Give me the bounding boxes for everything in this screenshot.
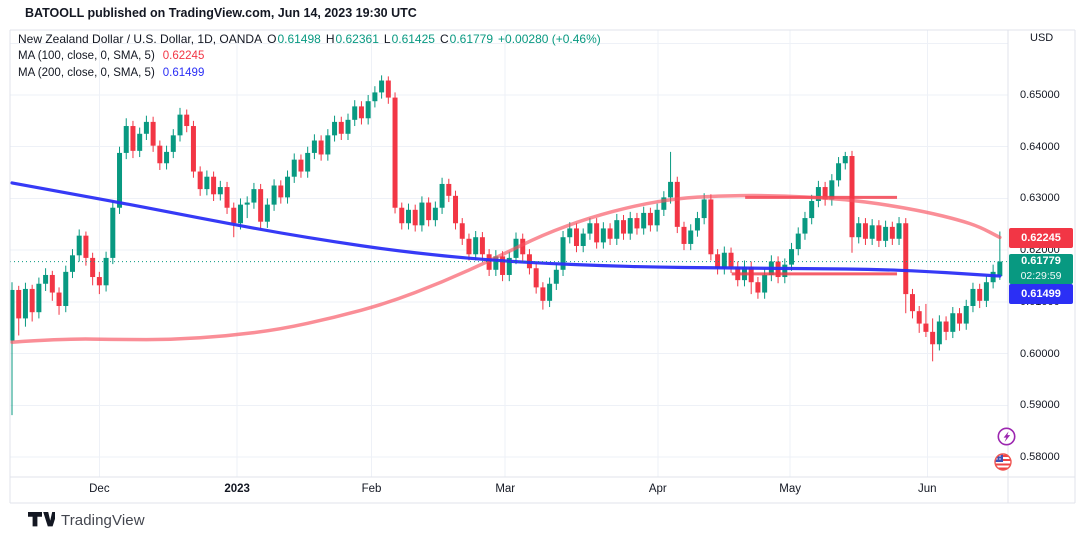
ma200-price-badge: 0.61499 bbox=[1009, 284, 1073, 304]
bar-countdown: 02:29:59 bbox=[1020, 270, 1062, 282]
lightning-event-icon[interactable] bbox=[995, 425, 1019, 449]
time-axis-label: May bbox=[779, 483, 802, 495]
time-axis-label: Jun bbox=[917, 483, 937, 495]
time-axis-label: Mar bbox=[495, 483, 516, 495]
price-tick-label: 0.64000 bbox=[1020, 140, 1060, 153]
ma200-label: MA (200, close, 0, SMA, 5) bbox=[18, 66, 155, 79]
tradingview-logo-text: TradingView bbox=[61, 511, 145, 529]
price-tick-label: 0.60000 bbox=[1020, 347, 1060, 360]
price-tick-label: 0.65000 bbox=[1020, 89, 1060, 101]
price-axis-unit-label: USD bbox=[1030, 32, 1054, 44]
legend-symbol-row[interactable]: New Zealand Dollar / U.S. Dollar, 1D, OA… bbox=[18, 30, 601, 47]
price-tick-label: 0.63000 bbox=[1020, 192, 1060, 205]
last-price-value: 0.61779 bbox=[1021, 255, 1061, 267]
time-axis-label: Dec bbox=[89, 483, 110, 495]
chart-legend: New Zealand Dollar / U.S. Dollar, 1D, OA… bbox=[18, 30, 601, 81]
time-axis-label: Apr bbox=[648, 483, 667, 495]
price-tick-label: 0.58000 bbox=[1020, 450, 1060, 463]
ma100-price-badge: 0.62245 bbox=[1009, 228, 1073, 248]
ma200-value: 0.61499 bbox=[162, 66, 205, 79]
tradingview-logo-icon bbox=[28, 512, 55, 527]
ohlc-close: C0.61779 bbox=[439, 31, 494, 46]
published-bar: BATOOLL published on TradingView.com, Ju… bbox=[25, 6, 417, 20]
ohlc-high: H0.62361 bbox=[325, 31, 379, 46]
tradingview-logo[interactable]: TradingView bbox=[27, 511, 145, 529]
symbol-title: New Zealand Dollar / U.S. Dollar, 1D, OA… bbox=[18, 31, 263, 46]
ma100-label: MA (100, close, 0, SMA, 5) bbox=[18, 49, 155, 62]
last-price-badge: 0.61779 02:29:59 bbox=[1009, 254, 1073, 284]
time-axis-label: 2023 bbox=[224, 483, 250, 495]
legend-ma200-row[interactable]: MA (200, close, 0, SMA, 5) 0.61499 bbox=[18, 64, 601, 81]
ohlc-low: L0.61425 bbox=[383, 31, 435, 46]
ohlc-open: O0.61498 bbox=[267, 31, 321, 46]
ma100-value: 0.62245 bbox=[162, 49, 205, 62]
change-value: +0.00280 (+0.46%) bbox=[498, 31, 601, 46]
published-text: BATOOLL published on TradingView.com, Ju… bbox=[25, 6, 417, 20]
legend-ma100-row[interactable]: MA (100, close, 0, SMA, 5) 0.62245 bbox=[18, 47, 601, 64]
price-tick-label: 0.59000 bbox=[1020, 399, 1060, 412]
time-axis-label: Feb bbox=[361, 483, 382, 495]
economic-calendar-flag-icon[interactable] bbox=[992, 451, 1014, 473]
